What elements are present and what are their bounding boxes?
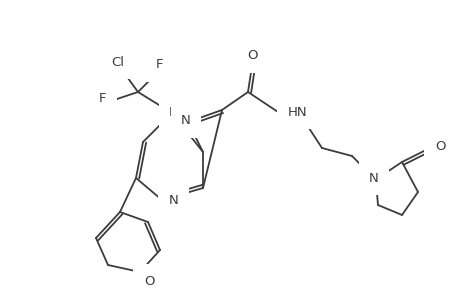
Text: N: N [169,106,179,118]
Text: N: N [168,194,179,208]
Text: N: N [368,172,378,184]
Text: N: N [181,115,190,128]
Text: F: F [156,58,163,71]
Text: Cl: Cl [111,56,124,68]
Text: O: O [144,275,154,288]
Text: HN: HN [287,106,307,118]
Text: O: O [247,49,257,62]
Text: O: O [434,140,444,152]
Text: F: F [99,92,106,106]
